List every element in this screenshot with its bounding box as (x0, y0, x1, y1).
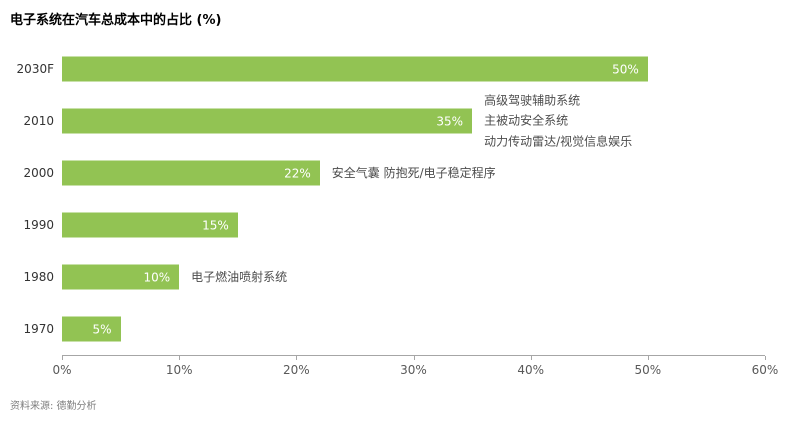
bar-track: 10% 电子燃油喷射系统 (62, 251, 765, 303)
chart-row: 2010 35% 高级驾驶辅助系统 主被动安全系统动力传动雷达/视觉信息娱乐 (10, 93, 765, 148)
bar: 10% (62, 264, 180, 290)
bar-value-label: 35% (436, 114, 464, 128)
axis-tick-mark (62, 356, 63, 360)
axis-tick-mark (413, 356, 415, 360)
bar: 5% (62, 316, 121, 342)
axis-tick-mark (296, 356, 298, 360)
axis-tick-mark (647, 356, 649, 360)
axis-tick-label: 0% (52, 363, 72, 377)
bar: 50% (62, 56, 648, 82)
bar-annotation: 安全气囊 防抱死/电子稳定程序 (332, 163, 496, 183)
axis-tick-label: 10% (165, 363, 193, 377)
category-label: 2010 (23, 114, 54, 128)
category-label: 2000 (23, 166, 54, 180)
category-label: 1970 (23, 322, 54, 336)
axis-tick-mark (765, 356, 766, 360)
bar-track: 50% (62, 43, 765, 95)
bar-chart: 2030F 50% 2010 35% 高级驾驶辅助系统 主被动安全系统动力传动雷达/视觉信… (10, 43, 778, 381)
chart-row: 1980 10% 电子燃油喷射系统 (10, 251, 765, 303)
category-label: 1990 (23, 218, 54, 232)
axis-tick-label: 60% (751, 363, 779, 377)
bar: 22% (62, 160, 320, 186)
source-note: 资料来源: 德勤分析 (10, 401, 97, 412)
chart-row: 1970 5% (10, 303, 765, 355)
chart-row: 1990 15% (10, 199, 765, 251)
axis-tick-mark (530, 356, 532, 360)
bar-track: 35% 高级驾驶辅助系统 主被动安全系统动力传动雷达/视觉信息娱乐 (62, 93, 765, 148)
bar-value-label: 50% (612, 62, 639, 76)
bar-value-label: 22% (284, 166, 311, 180)
category-label: 2030F (16, 62, 54, 76)
bar-track: 15% (62, 199, 765, 251)
annotation-line: 主被动安全系统 (484, 113, 569, 128)
axis-tick-label: 30% (400, 363, 427, 377)
bar: 35% (62, 108, 473, 134)
bar-value-label: 5% (92, 322, 112, 336)
chart-title: 电子系统在汽车总成本中的占比 (%) (10, 13, 222, 28)
axis-tick-label: 20% (282, 363, 310, 377)
chart-rows: 2030F 50% 2010 35% 高级驾驶辅助系统 主被动安全系统动力传动雷达/视觉信… (10, 43, 765, 355)
axis-tick-mark (179, 356, 181, 360)
axis-tick-label: 50% (634, 363, 662, 377)
annotation-line: 动力传动雷达/视觉信息娱乐 (484, 134, 633, 149)
bar-annotation: 高级驾驶辅助系统 主被动安全系统动力传动雷达/视觉信息娱乐 (484, 90, 632, 151)
bar-track: 22% 安全气囊 防抱死/电子稳定程序 (62, 147, 765, 199)
annotation-line: 高级驾驶辅助系统 (484, 93, 581, 108)
chart-row: 2030F 50% (10, 43, 765, 95)
annotation-line: 电子燃油喷射系统 (191, 269, 288, 284)
annotation-line: 安全气囊 防抱死/电子稳定程序 (331, 165, 496, 180)
category-label: 1980 (23, 270, 54, 284)
bar-value-label: 15% (202, 218, 229, 232)
axis-tick-label: 40% (517, 363, 544, 377)
x-axis: 0% 10% 20% 30% 40% 50% 60% (52, 355, 778, 381)
bar: 15% (62, 212, 238, 238)
bar-track: 5% (62, 303, 765, 355)
bar-value-label: 10% (143, 270, 171, 284)
chart-row: 2000 22% 安全气囊 防抱死/电子稳定程序 (10, 147, 765, 199)
bar-annotation: 电子燃油喷射系统 (191, 267, 287, 287)
